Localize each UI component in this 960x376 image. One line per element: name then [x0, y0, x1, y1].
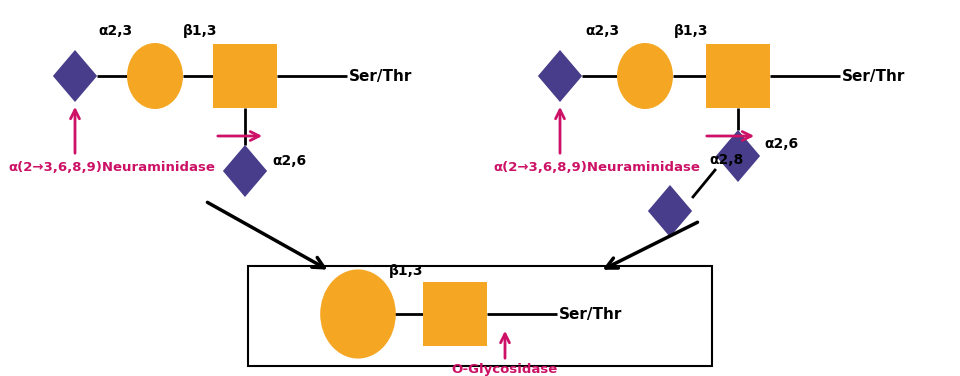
Polygon shape: [53, 50, 97, 102]
Text: α(2→3,6,8,9)Neuraminidase: α(2→3,6,8,9)Neuraminidase: [8, 161, 215, 174]
Ellipse shape: [321, 270, 396, 359]
Ellipse shape: [617, 43, 673, 109]
Bar: [248, 266, 712, 366]
Bar: [423, 282, 487, 346]
Text: α2,6: α2,6: [764, 137, 798, 151]
Text: Ser/Thr: Ser/Thr: [349, 68, 413, 83]
Text: β1,3: β1,3: [182, 24, 217, 38]
Text: α2,8: α2,8: [709, 153, 743, 167]
Polygon shape: [648, 185, 692, 237]
Text: O-Glycosidase: O-Glycosidase: [452, 363, 558, 376]
Text: β1,3: β1,3: [674, 24, 708, 38]
Text: α2,6: α2,6: [272, 154, 306, 168]
Bar: [213, 44, 277, 108]
Text: α2,3: α2,3: [586, 24, 619, 38]
Text: α2,3: α2,3: [98, 24, 132, 38]
Text: Ser/Thr: Ser/Thr: [559, 306, 622, 321]
Ellipse shape: [127, 43, 183, 109]
Polygon shape: [716, 130, 760, 182]
Polygon shape: [223, 145, 267, 197]
Text: β1,3: β1,3: [389, 264, 423, 278]
Bar: [706, 44, 770, 108]
Polygon shape: [538, 50, 582, 102]
Text: Ser/Thr: Ser/Thr: [842, 68, 905, 83]
Text: α(2→3,6,8,9)Neuraminidase: α(2→3,6,8,9)Neuraminidase: [493, 161, 700, 174]
